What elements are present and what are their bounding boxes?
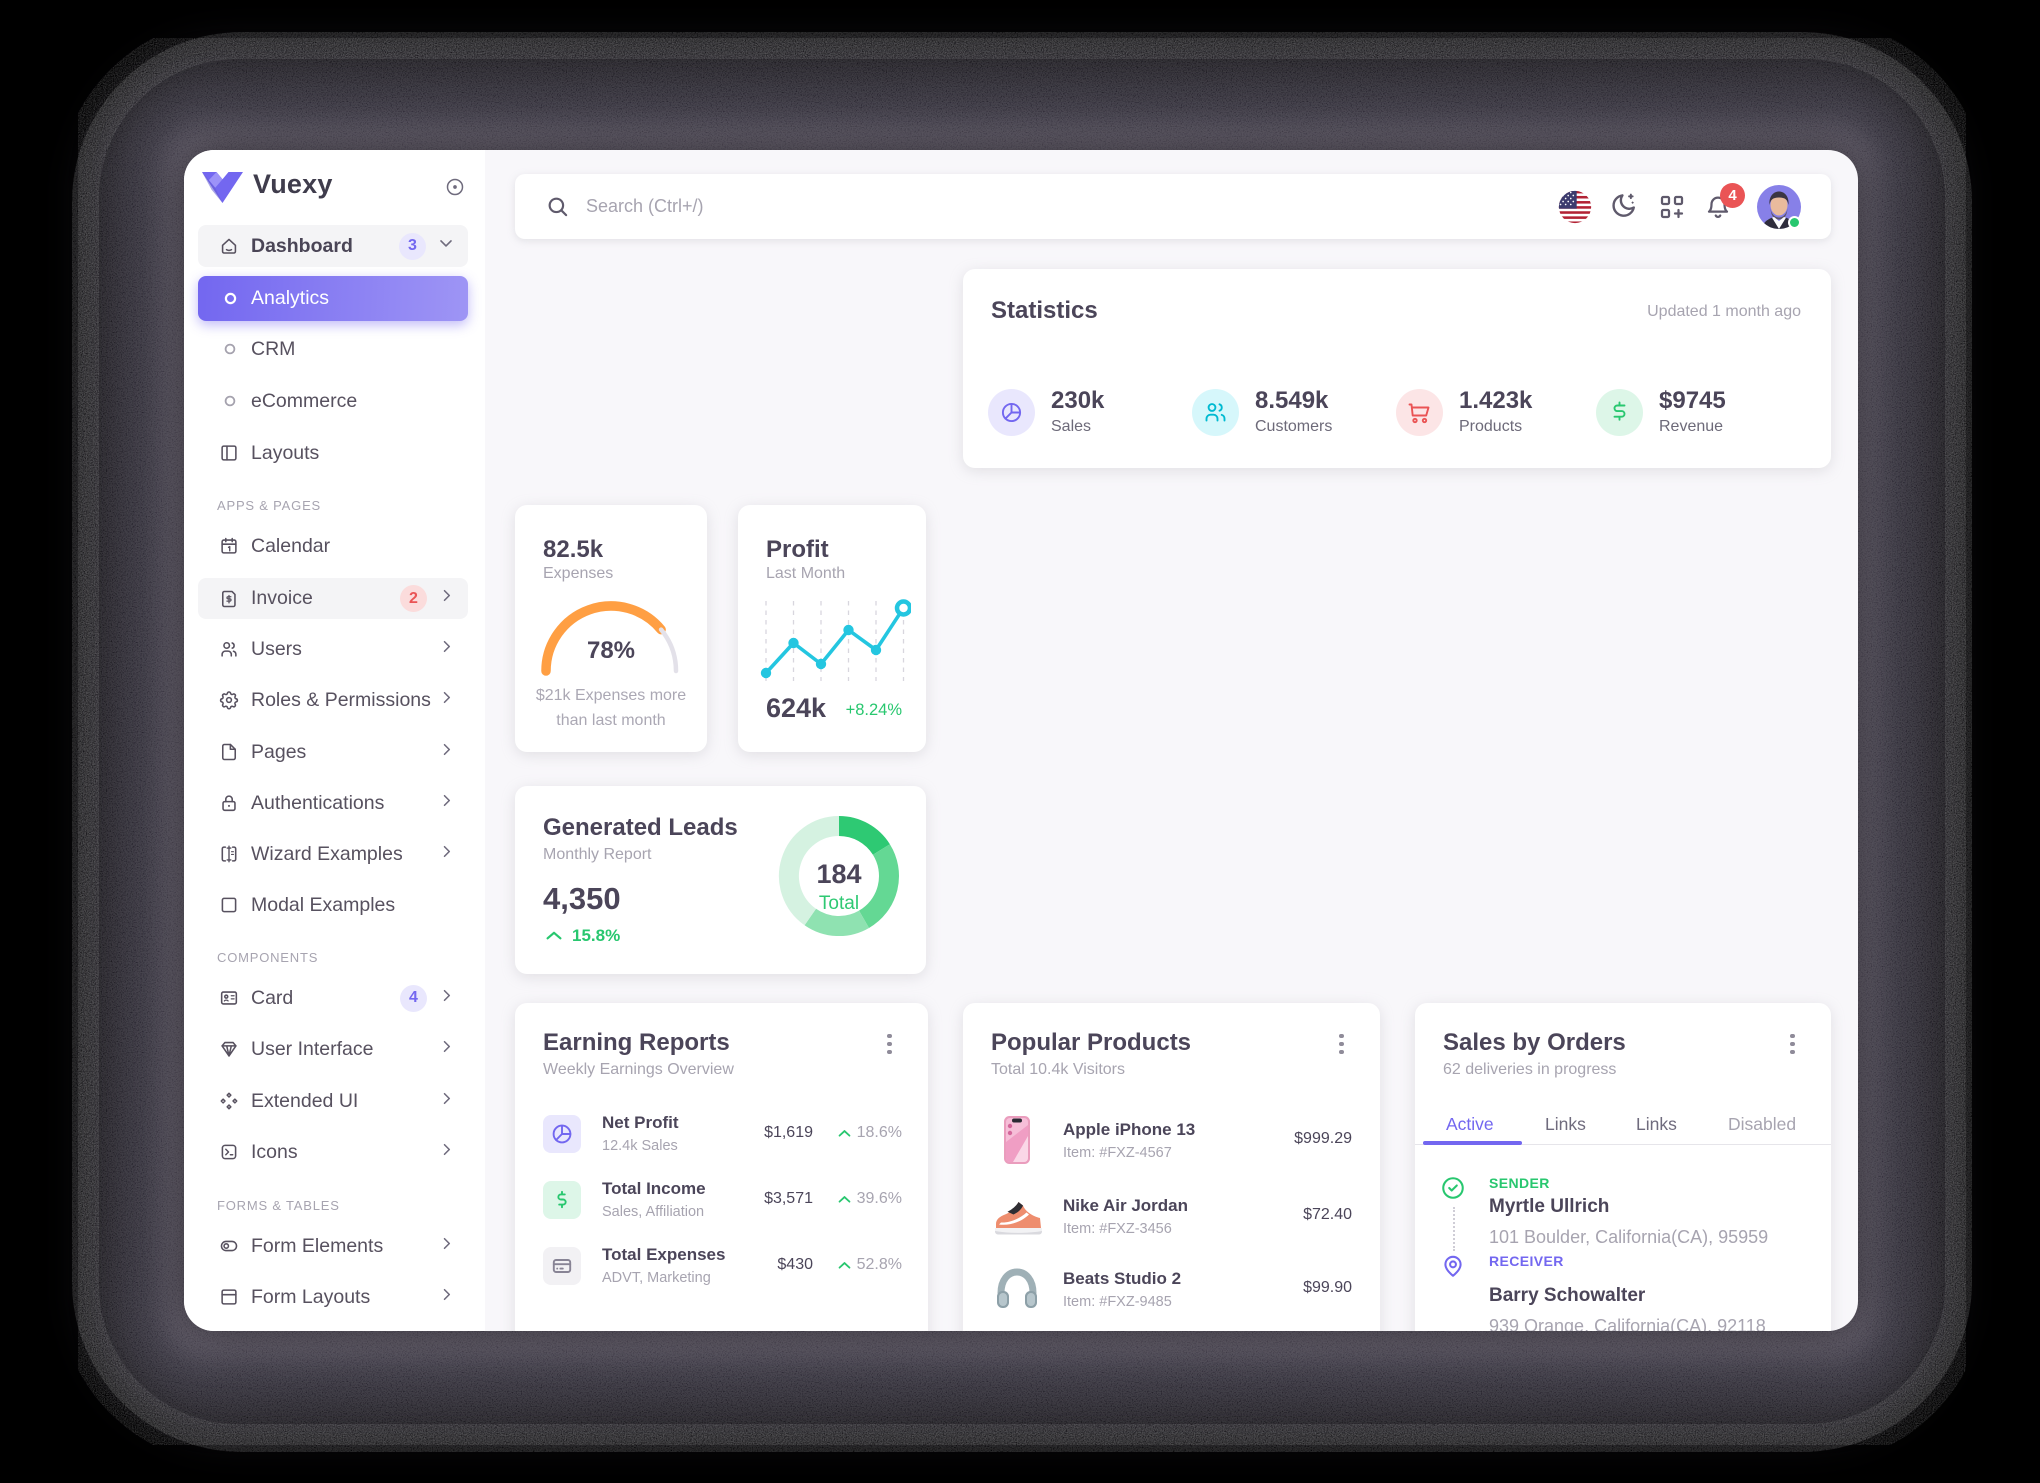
svg-text:184: 184 bbox=[816, 859, 861, 889]
svg-text:Total: Total bbox=[819, 893, 859, 914]
